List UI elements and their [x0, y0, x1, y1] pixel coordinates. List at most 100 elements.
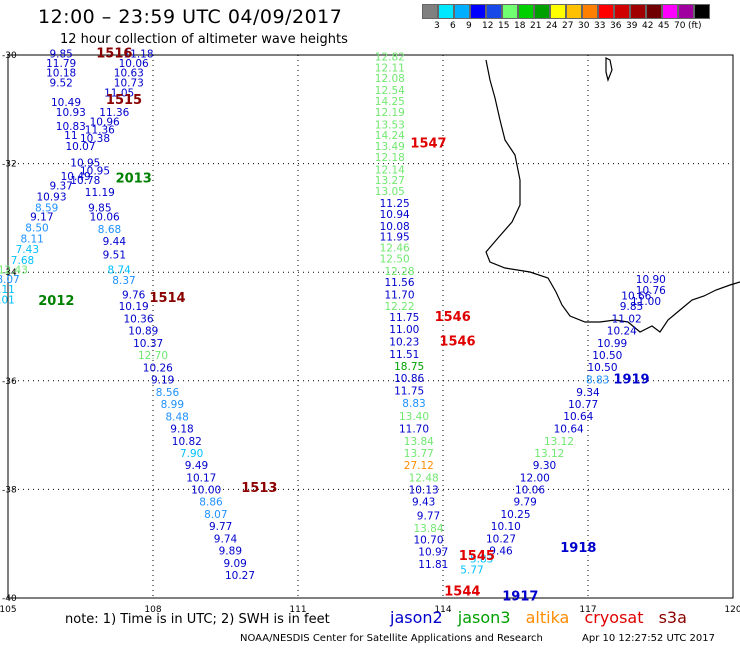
track-pass-label: 1919: [613, 373, 649, 388]
sat-cryosat: cryosat: [584, 608, 644, 627]
wave-height-value: 9.18: [170, 423, 193, 435]
wave-height-value: 7.90: [180, 448, 203, 460]
wave-height-value: 12.48: [409, 472, 439, 484]
wave-height-value: 9.76: [122, 289, 146, 301]
legend-label: (ft): [688, 21, 702, 31]
wave-height-value: 10.93: [56, 107, 86, 119]
y-tick-label: -32: [2, 160, 17, 170]
wave-height-value: 10.00: [191, 485, 221, 497]
legend-label: 21: [530, 21, 542, 31]
legend-swatch: [486, 4, 502, 19]
wave-height-value: 10.08: [380, 221, 410, 233]
wave-height-value: 10.27: [225, 570, 255, 582]
wave-height-value: 10.70: [413, 535, 443, 547]
x-tick-label: 108: [144, 605, 161, 615]
credit-line: NOAA/NESDIS Center for Satellite Applica…: [240, 633, 543, 644]
legend-swatch: [662, 4, 678, 19]
wave-height-value: 18.75: [394, 361, 424, 373]
wave-height-value: 9.51: [103, 250, 126, 262]
wave-height-value: 10.73: [114, 77, 144, 89]
legend-label: 12: [482, 21, 494, 31]
wave-height-value: 10.63: [114, 68, 144, 80]
wave-height-value: 13.77: [404, 448, 434, 460]
wave-height-value: 10.26: [143, 363, 173, 375]
wave-height-value: 12.11: [375, 62, 405, 74]
wave-height-value: 10.66: [621, 290, 651, 302]
wave-height-value: 13.53: [375, 119, 405, 131]
wave-height-value: 12.43: [0, 264, 28, 276]
wave-height-value: 11.75: [394, 385, 424, 397]
legend-swatch: [470, 4, 486, 19]
axis-ticks: 105 108 111 114 117 120 -30 -32 -34 -36 -38 -40: [0, 51, 740, 615]
x-tick-label: 120: [724, 605, 740, 615]
wave-height-value: 10.23: [389, 337, 419, 349]
wave-height-value: 8.07: [204, 509, 227, 521]
wave-height-value: 9.17: [30, 212, 53, 224]
track-pass-label: 1544: [444, 584, 480, 599]
wave-height-value: 13.27: [375, 175, 405, 187]
wave-height-value: 27.12: [404, 460, 434, 472]
legend-swatch: [646, 4, 662, 19]
page-title: 12:00 – 23:59 UTC 04/09/2017: [38, 6, 343, 28]
wave-height-value: 10.38: [80, 133, 110, 145]
legend-label: 6: [450, 21, 456, 31]
island-coastline: [605, 57, 613, 82]
wave-height-value: 11.02: [612, 314, 642, 326]
legend-label: 15: [498, 21, 510, 31]
legend-label: 24: [546, 21, 558, 31]
track-pass-label: 1546: [435, 310, 471, 325]
sat-s3a: s3a: [658, 608, 687, 627]
wave-height-value: 13.40: [399, 411, 429, 423]
wave-height-value: 10.49: [51, 97, 81, 109]
wave-height-value: 11.19: [85, 187, 115, 199]
wave-height-value: 13.84: [413, 523, 443, 535]
color-legend: 3 6 9 12 15 18 21 24 27 30 33 36 39 42 45 70 (ft): [422, 4, 710, 33]
wave-height-value: 11.00: [631, 296, 661, 308]
track-pass-label: 1918: [560, 541, 596, 556]
legend-label: 3: [434, 21, 440, 31]
wave-height-value: 10.64: [563, 411, 593, 423]
wave-height-value: 8.86: [199, 497, 223, 509]
wave-height-value: 12.19: [375, 107, 405, 119]
wave-height-value: 11.05: [104, 87, 134, 99]
wave-height-value: 8.56: [156, 387, 180, 399]
wave-height-value: 10.36: [123, 314, 153, 326]
wave-height-value: 8.07: [0, 274, 20, 286]
wave-height-value: 11.81: [418, 559, 448, 571]
wave-height-value: 11.18: [123, 49, 153, 61]
wave-height-value: 11.51: [389, 349, 419, 361]
wave-height-value: 10.10: [491, 521, 521, 533]
wave-height-value: 10.50: [587, 362, 617, 374]
legend-swatch: [438, 4, 454, 19]
x-tick-label: 117: [579, 605, 596, 615]
wave-height-value: 14.25: [375, 96, 405, 108]
sat-jason2: jason2: [390, 608, 443, 627]
wave-height-value: 10.64: [554, 423, 584, 435]
track-pass-label: 1513: [241, 481, 277, 496]
wave-height-value: 11.95: [380, 232, 410, 244]
wave-height-value: 9.85: [49, 49, 72, 61]
legend-swatches: [422, 4, 710, 19]
legend-label: 27: [562, 21, 574, 31]
wave-height-value: 13.49: [375, 141, 405, 153]
wave-height-value: 12.82: [375, 51, 405, 63]
wave-height-value: 12.14: [375, 164, 405, 176]
wave-height-value: 9.77: [417, 510, 440, 522]
legend-swatch: [550, 4, 566, 19]
wave-height-value: 7.43: [16, 244, 39, 256]
wave-height-value: 10.90: [636, 274, 666, 286]
wave-height-value: 10.93: [36, 192, 66, 204]
australia-coastline: [485, 59, 740, 333]
wave-height-value: 9.44: [103, 236, 127, 248]
wave-height-value: 9.49: [185, 460, 208, 472]
y-tick-label: -30: [2, 51, 17, 61]
wave-height-value: 12.50: [380, 253, 410, 265]
wave-height-value: 8.99: [161, 399, 184, 411]
wave-height-value: 9.30: [533, 460, 556, 472]
wave-height-value: 13.05: [375, 186, 405, 198]
wave-height-value: 10.27: [486, 534, 516, 546]
wave-height-value: 10.25: [500, 509, 530, 521]
legend-label: 30: [578, 21, 590, 31]
wave-height-value: 11.75: [389, 312, 419, 324]
wave-height-value: 7.11: [0, 284, 15, 296]
